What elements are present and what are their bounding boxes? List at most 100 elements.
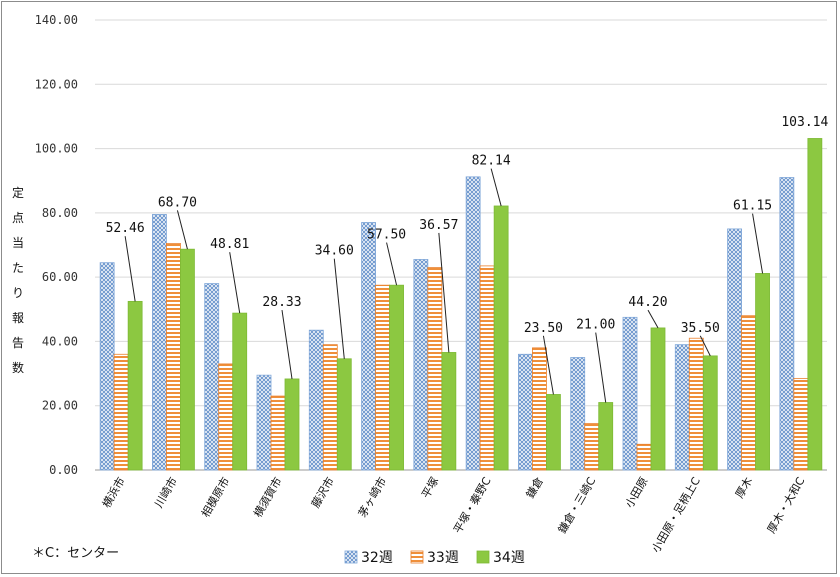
bar-w32-9 [570, 357, 586, 471]
bar-w32-0 [99, 262, 115, 471]
x-tick-label: 厚木・大和C [764, 474, 808, 536]
bar-w32-7 [465, 176, 481, 471]
leader-line [386, 242, 398, 286]
bar-w32-4 [308, 329, 324, 471]
bar-w34-0 [127, 300, 143, 471]
y-tick-label: 40.00 [42, 334, 78, 348]
y-axis-ticks: 0.00 20.00 40.00 60.00 80.00 100.00 120.00 140.… [35, 13, 78, 477]
leader-line [229, 252, 241, 314]
legend-swatch [344, 550, 358, 564]
legend-label: 34週 [493, 550, 525, 566]
x-tick-label: 小田原 [623, 475, 651, 510]
bar-w32-10 [622, 316, 638, 471]
data-label: 23.50 [524, 321, 563, 336]
data-label: 34.60 [315, 244, 354, 259]
y-axis-label-char: 数 [12, 360, 24, 375]
legend: 32週 33週 34週 [344, 550, 525, 566]
y-axis-label-char: 定 [12, 185, 24, 200]
bar-w33-1 [166, 242, 181, 471]
y-tick-label: 60.00 [42, 270, 78, 284]
y-axis-label-char: 告 [12, 336, 24, 350]
data-label: 28.33 [262, 295, 301, 310]
data-label: 35.50 [681, 321, 720, 336]
bar-w33-6 [427, 267, 443, 471]
bar-w32-3 [256, 374, 272, 471]
bar-w33-4 [322, 344, 338, 471]
bar-w33-2 [218, 363, 234, 471]
bar-w33-11 [688, 337, 704, 471]
y-tick-label: 140.00 [35, 13, 78, 27]
x-tick-label: 鎌倉・三崎C [555, 474, 599, 536]
bar-w33-7 [479, 265, 495, 471]
x-tick-label: 平塚 [419, 475, 441, 501]
data-label: 61.15 [733, 199, 772, 214]
data-label: 52.46 [106, 221, 145, 236]
data-labels: 52.46 68.70 48.81 28.33 34.60 57.50 36.57 82.14… [106, 115, 829, 403]
bar-w34-12 [755, 273, 770, 471]
x-tick-label: 横浜市 [99, 475, 128, 511]
bar-w34-7 [493, 205, 509, 471]
y-tick-label: 100.00 [35, 142, 78, 156]
x-tick-label: 藤沢市 [308, 475, 337, 511]
bar-w33-0 [113, 353, 129, 471]
leader-line [490, 168, 502, 207]
y-axis-label-char: 報 [12, 311, 24, 325]
data-label: 82.14 [472, 154, 511, 169]
data-label: 44.20 [628, 295, 667, 310]
leader-line [647, 309, 659, 329]
leader-line [176, 210, 188, 250]
y-axis-label-char: た [12, 261, 24, 275]
bar-w32-13 [779, 177, 795, 471]
leader-line [699, 335, 711, 357]
footnote: ＊C：センター [32, 546, 119, 561]
bar-w32-5 [361, 222, 376, 471]
leader-line [595, 332, 607, 403]
bar-w32-11 [674, 344, 690, 471]
bar-w34-1 [180, 248, 195, 471]
y-axis-label-char: 点 [12, 211, 24, 225]
leader-line [333, 258, 345, 359]
x-tick-label: 相模原市 [198, 475, 232, 520]
leader-line [752, 213, 764, 274]
data-label: 103.14 [781, 115, 828, 130]
data-label: 68.70 [158, 195, 197, 210]
legend-swatch [476, 550, 490, 564]
legend-swatch [410, 550, 424, 564]
leader-line [542, 335, 554, 395]
bar-w34-11 [702, 355, 718, 471]
x-tick-label: 平塚・秦野C [450, 474, 494, 536]
bar-w34-5 [389, 284, 404, 471]
y-tick-label: 20.00 [42, 399, 78, 413]
bar-w33-13 [793, 377, 809, 471]
leader-line [438, 232, 450, 353]
bar-w34-10 [650, 327, 666, 471]
x-axis-categories: 横浜市 川崎市 相模原市 横須賀市 藤沢市 茅ヶ崎市 平塚 平塚・秦野C 鎌倉 鎌倉・三崎C 小田原… [99, 474, 807, 555]
y-tick-label: 120.00 [35, 77, 78, 91]
y-axis-label-char: 当 [12, 236, 24, 250]
y-tick-label: 80.00 [42, 206, 78, 220]
y-axis-label-char: り [12, 286, 24, 300]
legend-label: 32週 [361, 550, 393, 566]
x-tick-label: 鎌倉 [523, 475, 546, 501]
bar-w33-12 [741, 315, 756, 471]
leader-line [281, 309, 293, 380]
leader-line [124, 236, 136, 302]
x-tick-label: 茅ヶ崎市 [355, 475, 389, 520]
x-tick-label: 厚木 [733, 475, 755, 501]
bar-w34-13 [807, 138, 823, 471]
bar-w33-3 [270, 395, 286, 471]
bar-w32-1 [152, 214, 167, 471]
bar-w34-9 [598, 402, 614, 471]
bar-w33-8 [532, 347, 547, 471]
bar-w33-10 [636, 443, 652, 471]
data-label: 36.57 [419, 218, 458, 233]
data-label: 48.81 [210, 237, 249, 252]
x-tick-label: 小田原・足柄上C [649, 475, 703, 555]
data-label: 21.00 [576, 318, 615, 333]
bar-w34-3 [284, 378, 300, 471]
data-label: 57.50 [367, 228, 406, 243]
bar-w33-5 [375, 284, 390, 471]
y-tick-label: 0.00 [49, 463, 78, 477]
bar-w32-6 [413, 259, 429, 471]
